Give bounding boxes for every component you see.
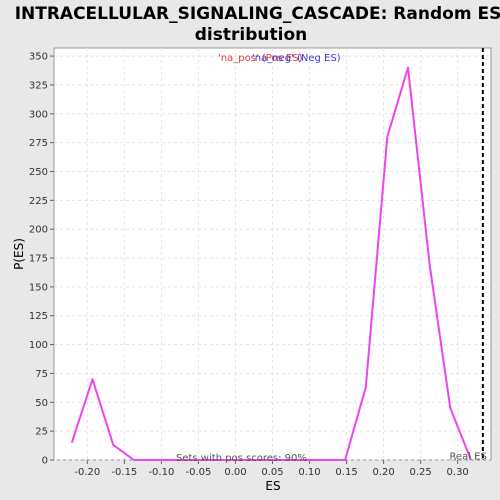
y-tick-label: 325 — [29, 80, 48, 91]
y-tick-label: 250 — [29, 167, 48, 178]
x-tick-label: -0.20 — [74, 467, 100, 478]
x-tick-label: 0.05 — [261, 467, 283, 478]
chart-title-line-2: distribution — [195, 25, 307, 45]
legend: 'na_pos' (Pos ES) 'na_neg' (Neg ES) — [218, 53, 341, 64]
y-tick-label: 225 — [29, 196, 48, 207]
x-axis-ticks: -0.20 -0.15 -0.10 -0.05 0.00 0.05 0.10 0.15 0.20… — [74, 460, 469, 478]
y-tick-label: 150 — [29, 282, 48, 293]
legend-entry-pos: 'na_pos' (Pos ES) — [218, 53, 303, 64]
y-tick-label: 75 — [35, 369, 48, 380]
real-es-layer: Real ES — [449, 48, 487, 463]
es-distribution-line — [70, 66, 472, 461]
chart-title-line-1: INTRACELLULAR_SIGNALING_CASCADE: Random … — [15, 4, 500, 24]
x-tick-label: -0.10 — [148, 467, 174, 478]
y-tick-label: 350 — [29, 52, 48, 63]
x-tick-label: 0.30 — [447, 467, 469, 478]
y-tick-label: 125 — [29, 311, 48, 322]
y-tick-label: 275 — [29, 138, 48, 149]
x-tick-label: 0.25 — [410, 467, 432, 478]
y-tick-label: 200 — [29, 225, 48, 236]
x-axis-label: ES — [265, 479, 280, 493]
y-tick-label: 50 — [35, 398, 48, 409]
x-tick-label: 0.10 — [298, 467, 320, 478]
series-layer — [70, 66, 472, 461]
y-axis-ticks: 0 25 50 75 100 125 150 175 200 225 250 275 300 325 350 — [29, 52, 54, 467]
y-tick-label: 300 — [29, 109, 48, 120]
x-tick-label: 0.00 — [224, 467, 246, 478]
real-es-label: Real ES — [449, 452, 486, 463]
y-tick-label: 25 — [35, 427, 48, 438]
pos-scores-annotation: Sets with pos scores: 90% — [176, 453, 307, 464]
y-tick-label: 100 — [29, 340, 48, 351]
y-tick-label: 175 — [29, 254, 48, 265]
x-tick-label: 0.15 — [335, 467, 357, 478]
gridlines — [54, 48, 491, 461]
x-tick-label: -0.15 — [111, 467, 137, 478]
x-tick-label: 0.20 — [372, 467, 394, 478]
x-tick-label: -0.05 — [185, 467, 211, 478]
y-tick-label: 0 — [42, 456, 48, 467]
y-axis-label: P(ES) — [12, 238, 26, 270]
legend-entry-neg: 'na_neg' (Neg ES) — [252, 53, 341, 64]
